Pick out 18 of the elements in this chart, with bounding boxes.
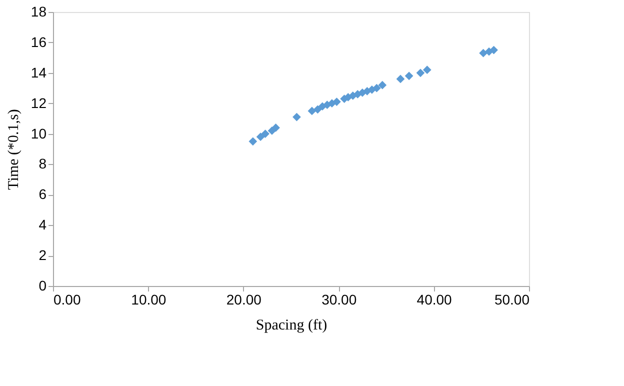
y-tick-label: 16 (30, 34, 47, 50)
y-tick-label: 14 (30, 64, 47, 80)
y-tick-label: 2 (38, 247, 47, 264)
y-axis-title: Time (*0.1,s) (6, 109, 22, 190)
y-tick-label: 12 (30, 94, 47, 111)
y-tick-label: 8 (38, 156, 47, 172)
x-tick-label: 20.00 (226, 292, 262, 308)
y-tick-label: 18 (30, 4, 47, 20)
y-tick-label: 0 (38, 278, 47, 294)
x-tick-label: 30.00 (322, 292, 357, 308)
x-tick-label: 0.00 (54, 292, 81, 308)
x-tick-label: 50.00 (494, 292, 530, 308)
x-tick-label: 10.00 (131, 292, 166, 308)
y-tick-label: 10 (30, 125, 47, 142)
y-tick-label: 4 (38, 216, 47, 233)
y-tick-label: 6 (38, 186, 47, 202)
x-axis-title: Spacing (ft) (256, 318, 328, 334)
x-tick-label: 40.00 (416, 292, 452, 308)
